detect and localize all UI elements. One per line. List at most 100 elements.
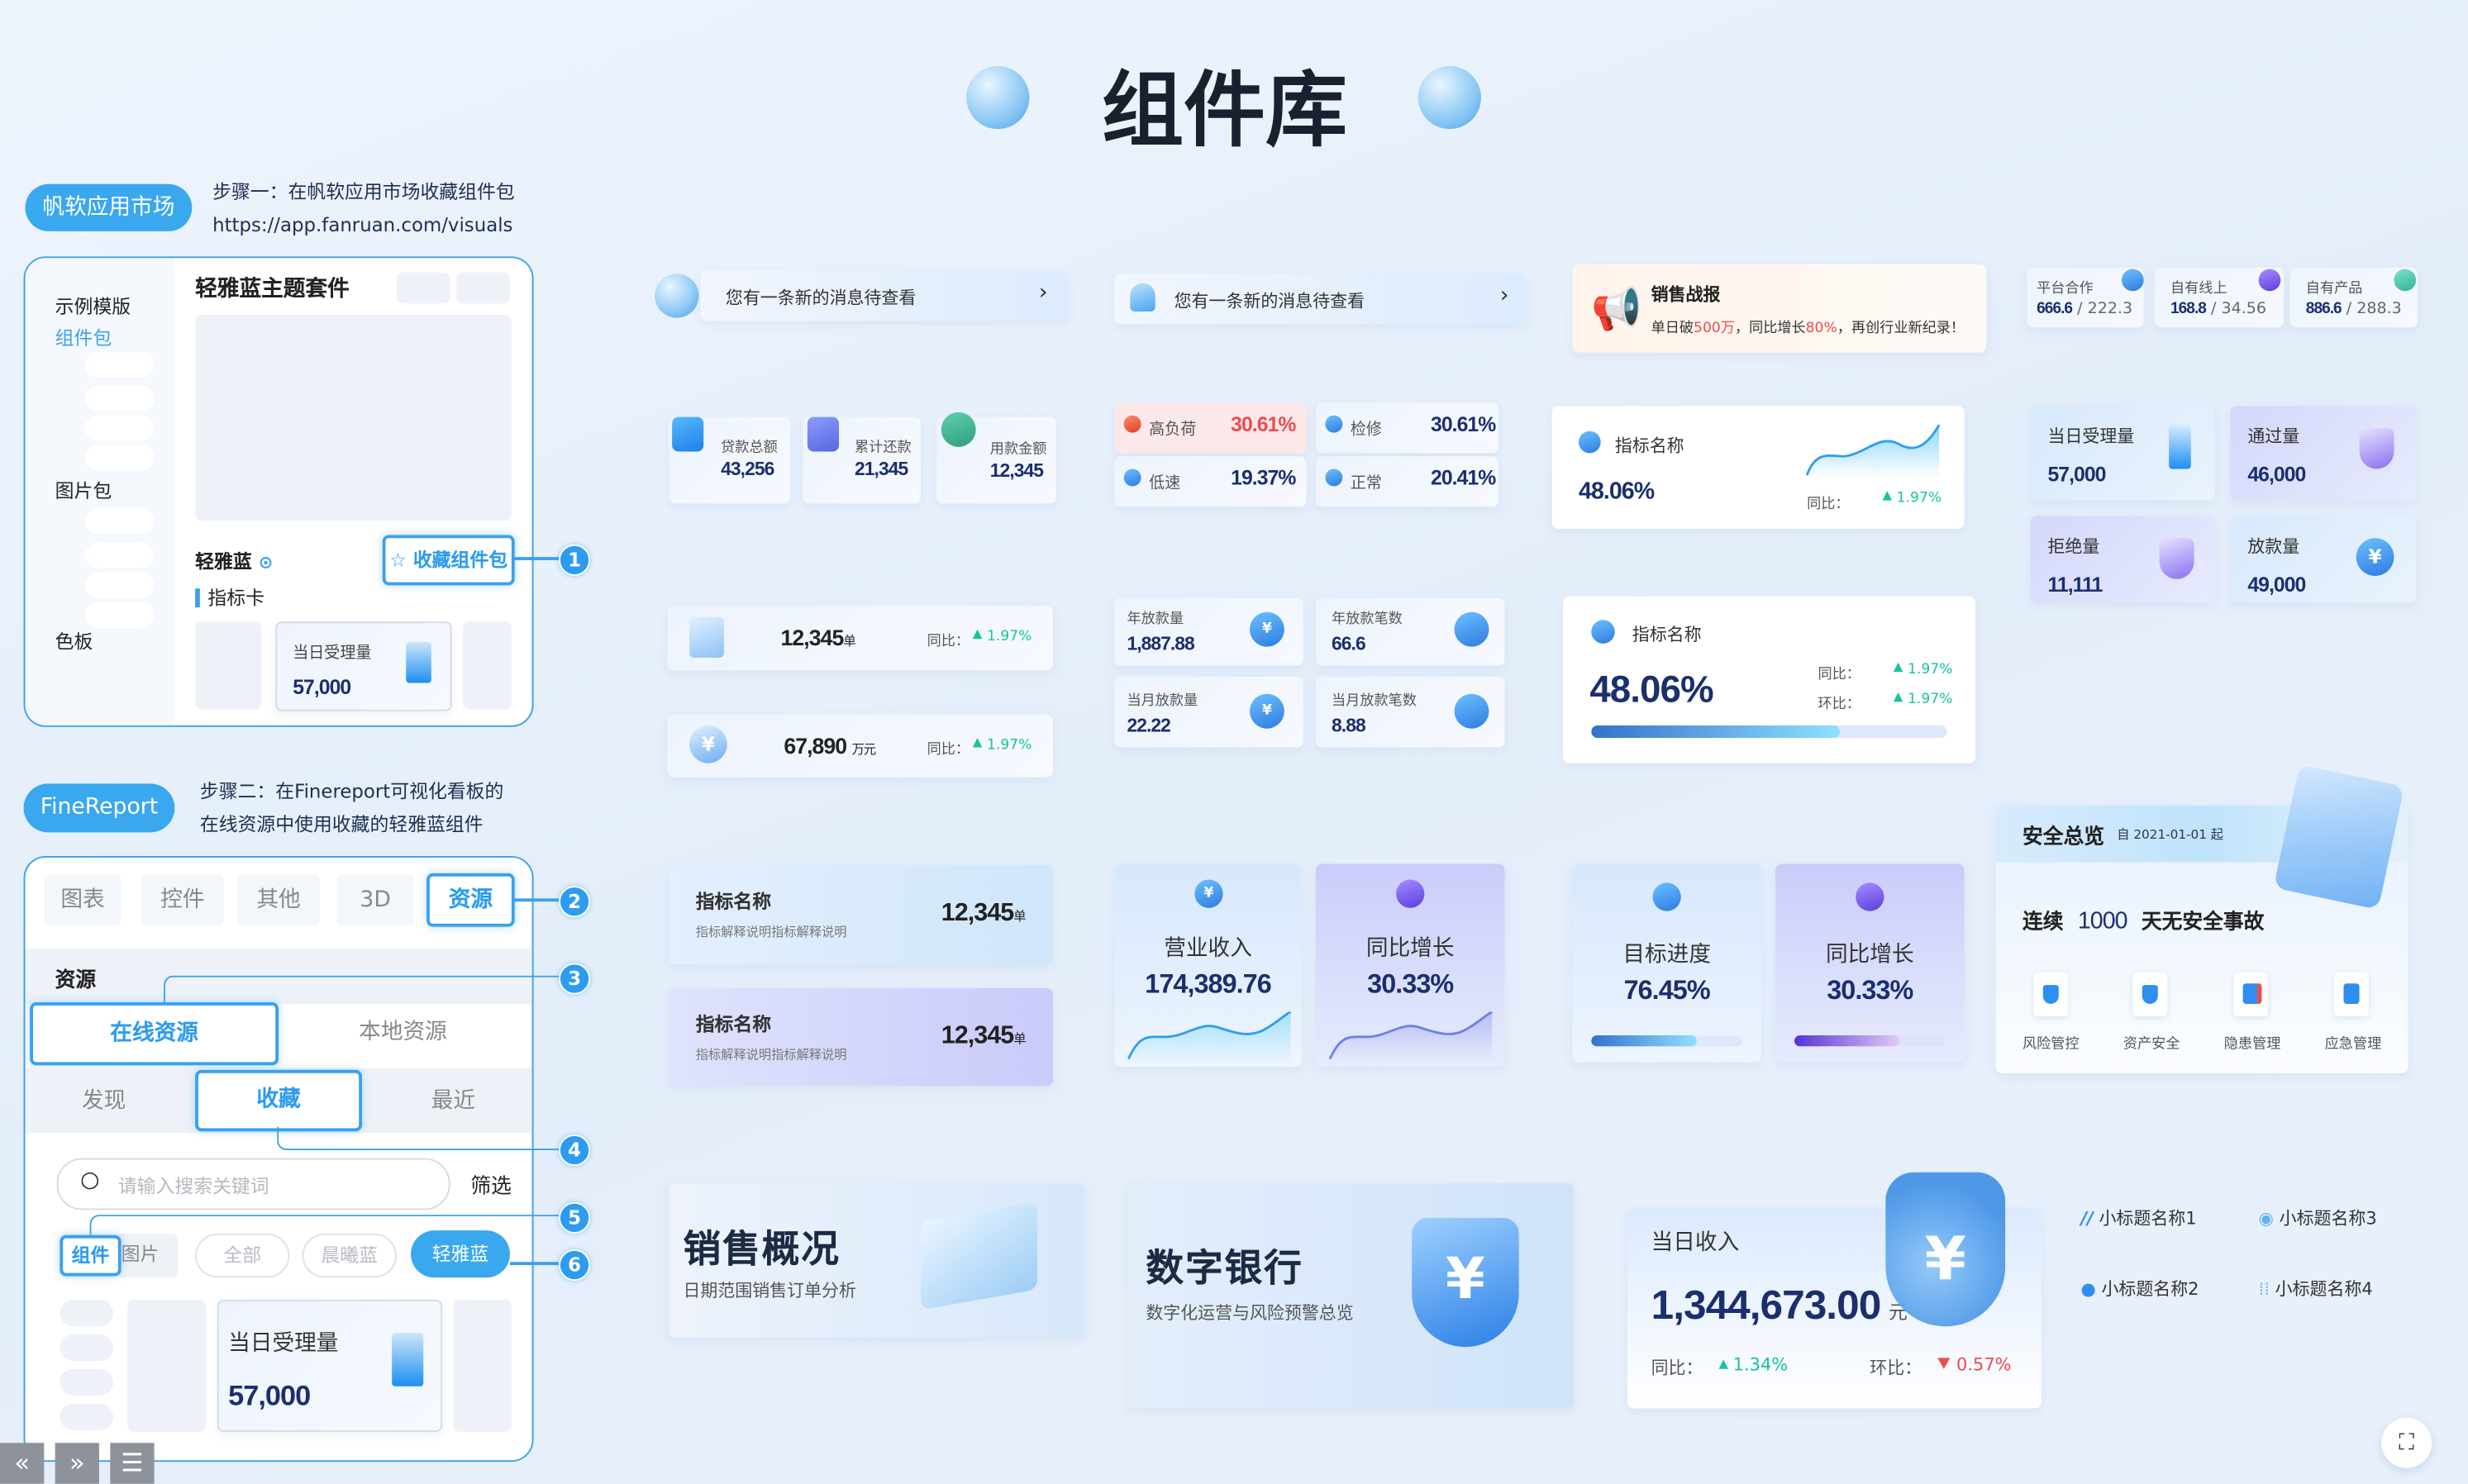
strip-value: 67,890 万元 bbox=[784, 733, 876, 759]
type-components[interactable]: 组件 bbox=[60, 1234, 121, 1277]
yen-coin-icon: ¥ bbox=[689, 725, 727, 763]
strip-value: 12,345单 bbox=[780, 625, 856, 650]
tab-discover[interactable]: 发现 bbox=[82, 1088, 126, 1115]
callout-line bbox=[89, 1215, 562, 1235]
message-bar[interactable]: 您有一条新的消息待查看 › bbox=[1114, 273, 1527, 325]
tile-value: 22.22 bbox=[1127, 714, 1170, 737]
tab-resources[interactable]: 资源 bbox=[426, 873, 515, 927]
tab-3d[interactable]: 3D bbox=[336, 874, 414, 925]
sidebar-item-component-pack[interactable]: 组件包 bbox=[55, 327, 112, 350]
income-value: 1,344,673.00 元 bbox=[1651, 1281, 1908, 1329]
channel-label: 自有产品 bbox=[2305, 281, 2363, 297]
mom-value: 1.97% bbox=[1893, 692, 1952, 708]
placeholder-card bbox=[195, 621, 262, 710]
filter-button[interactable]: 筛选 bbox=[470, 1175, 512, 1200]
status-value: 30.61% bbox=[1231, 411, 1296, 436]
yoy-label: 同比： bbox=[1651, 1358, 1703, 1379]
status-value: 30.61% bbox=[1431, 411, 1496, 436]
yoy-value: 1.97% bbox=[1882, 491, 1942, 507]
sidebar-item-images[interactable]: 图片包 bbox=[55, 479, 112, 502]
emergency-management-icon[interactable] bbox=[2334, 972, 2369, 1017]
sidebar-item-templates[interactable]: 示例模版 bbox=[55, 296, 131, 318]
menu-list-button[interactable]: ☰ bbox=[110, 1443, 155, 1484]
first-page-button[interactable]: « bbox=[0, 1443, 45, 1484]
desc-card: 指标名称 指标解释说明指标解释说明 12,345单 bbox=[669, 987, 1053, 1086]
shield-check-icon bbox=[2359, 427, 2394, 469]
resources-heading: 资源 bbox=[55, 969, 97, 993]
skeleton-item bbox=[84, 352, 155, 378]
progress-fill bbox=[1591, 1035, 1698, 1047]
bubble-decoration-icon bbox=[966, 65, 1030, 130]
quad-value: 46,000 bbox=[2247, 462, 2306, 487]
collect-label: 收藏组件包 bbox=[412, 549, 508, 572]
safety-title: 安全总览 bbox=[2023, 825, 2105, 850]
up-arrow-icon bbox=[1893, 662, 1903, 673]
indicator-card[interactable]: 当日受理量 57,000 bbox=[217, 1299, 443, 1432]
bar-chart-icon bbox=[1579, 430, 1601, 454]
desc-label: 指标名称 bbox=[695, 1013, 772, 1036]
bar-chart-icon bbox=[1856, 882, 1884, 911]
status-label: 低速 bbox=[1149, 475, 1181, 493]
asset-security-icon[interactable] bbox=[2132, 972, 2168, 1017]
preview-image bbox=[195, 314, 512, 521]
skeleton-item bbox=[84, 508, 155, 534]
shield-yen-icon: ¥ bbox=[1412, 1217, 1519, 1348]
diamond-dot-icon: ● bbox=[2080, 1279, 2096, 1300]
status-tile: 低速 19.37% bbox=[1114, 456, 1307, 507]
down-arrow-icon bbox=[1937, 1358, 1951, 1369]
status-label: 检修 bbox=[1350, 421, 1382, 440]
bar-chart-icon bbox=[1454, 611, 1489, 647]
loan-value: 21,345 bbox=[855, 458, 908, 480]
channel-label: 平台合作 bbox=[2037, 281, 2094, 297]
type-images[interactable]: 图片 bbox=[121, 1243, 160, 1266]
clipboard-icon bbox=[2343, 983, 2360, 1004]
skeleton-item bbox=[60, 1403, 114, 1431]
theme-morning-blue[interactable]: 晨曦蓝 bbox=[302, 1233, 397, 1278]
quad-card: 当日受理量 57,000 bbox=[2030, 406, 2215, 501]
channel-value: 168.8 / 34.56 bbox=[2170, 300, 2267, 318]
tab-other[interactable]: 其他 bbox=[237, 874, 320, 925]
tab-online-resources[interactable]: 在线资源 bbox=[30, 1002, 279, 1066]
theme-all[interactable]: 全部 bbox=[195, 1233, 290, 1278]
subtitle-item-3: ◉ 小标题名称3 bbox=[2258, 1208, 2377, 1230]
banner-title: 销售概况 bbox=[683, 1227, 841, 1272]
fullscreen-button[interactable]: ⛶ bbox=[2381, 1417, 2432, 1468]
theme-light-blue[interactable]: 轻雅蓝 bbox=[411, 1230, 510, 1278]
receipt-icon bbox=[2169, 425, 2191, 469]
skeleton-item bbox=[84, 445, 155, 471]
sales-report-title: 销售战报 bbox=[1651, 284, 1721, 306]
shield-check-icon bbox=[1325, 469, 1343, 487]
metric-value: 48.06% bbox=[1589, 668, 1713, 711]
hazard-management-icon[interactable] bbox=[2233, 972, 2269, 1017]
callout-badge-6: 6 bbox=[559, 1249, 591, 1282]
tab-favorites[interactable]: 收藏 bbox=[195, 1069, 362, 1132]
progress-fill bbox=[1794, 1035, 1900, 1047]
spark-card: ¥ 营业收入 174,389.76 bbox=[1114, 863, 1302, 1068]
card-label: 当日受理量 bbox=[228, 1331, 339, 1357]
tab-local-resources[interactable]: 本地资源 bbox=[359, 1019, 447, 1045]
next-page-button[interactable]: » bbox=[55, 1443, 99, 1484]
callout-badge-3: 3 bbox=[559, 963, 591, 995]
message-bar[interactable]: 您有一条新的消息待查看 › bbox=[700, 270, 1070, 321]
yoy-label: 同比： bbox=[927, 742, 970, 759]
document-icon bbox=[689, 616, 724, 658]
tab-widgets[interactable]: 控件 bbox=[141, 874, 224, 925]
tile-label: 当月放款量 bbox=[1127, 693, 1198, 710]
money-bag-icon: ¥ bbox=[1885, 1172, 2006, 1327]
sidebar-item-palette[interactable]: 色板 bbox=[55, 630, 93, 654]
quad-label: 通过量 bbox=[2247, 426, 2300, 447]
loan-value: 43,256 bbox=[721, 458, 774, 480]
up-arrow-icon bbox=[1718, 1359, 1728, 1369]
chevron-circle-icon[interactable]: ⊙ bbox=[258, 552, 274, 573]
tile-value: 66.6 bbox=[1332, 632, 1366, 655]
step1-url[interactable]: https://app.fanruan.com/visuals bbox=[212, 213, 513, 236]
tab-recent[interactable]: 最近 bbox=[431, 1088, 476, 1115]
quad-card: 拒绝量 11,111 bbox=[2030, 516, 2215, 603]
indicator-card[interactable]: 当日受理量 57,000 bbox=[275, 621, 452, 711]
yen-coin-icon: ¥ bbox=[1250, 693, 1284, 729]
risk-control-icon[interactable] bbox=[2033, 972, 2069, 1017]
collect-pack-button[interactable]: ☆ 收藏组件包 bbox=[382, 535, 515, 586]
tab-charts[interactable]: 图表 bbox=[44, 874, 121, 925]
search-input[interactable]: ○ 请输入搜索关键词 bbox=[56, 1158, 450, 1211]
quad-value: 57,000 bbox=[2047, 462, 2106, 487]
